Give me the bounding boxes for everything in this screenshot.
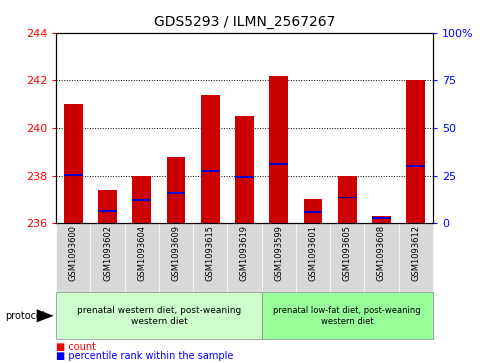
Bar (303, 211, 322, 213)
Text: prenatal western diet, post-weaning
western diet: prenatal western diet, post-weaning west… (77, 306, 241, 326)
Bar (406, 80, 424, 223)
Bar (166, 156, 185, 223)
Polygon shape (37, 309, 54, 322)
Bar (98, 210, 117, 212)
Text: prenatal low-fat diet, post-weaning
western diet: prenatal low-fat diet, post-weaning west… (273, 306, 420, 326)
Bar (269, 76, 287, 223)
Bar (406, 165, 424, 167)
Bar (269, 163, 287, 165)
Bar (201, 95, 219, 223)
Text: ■ percentile rank within the sample: ■ percentile rank within the sample (56, 351, 233, 362)
Text: protocol: protocol (5, 311, 44, 321)
Bar (201, 170, 219, 172)
Bar (371, 217, 390, 219)
Text: ■ count: ■ count (56, 342, 96, 352)
Bar (98, 190, 117, 223)
Bar (337, 176, 356, 223)
Bar (64, 174, 82, 176)
Bar (132, 176, 151, 223)
Bar (337, 196, 356, 199)
Bar (371, 216, 390, 223)
Bar (132, 199, 151, 201)
Bar (235, 176, 253, 178)
Bar (64, 104, 82, 223)
Bar (166, 192, 185, 194)
Bar (303, 199, 322, 223)
Bar (235, 116, 253, 223)
Title: GDS5293 / ILMN_2567267: GDS5293 / ILMN_2567267 (154, 15, 334, 29)
